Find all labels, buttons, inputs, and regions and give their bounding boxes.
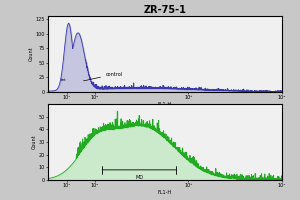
- Text: tet: tet: [61, 78, 67, 82]
- X-axis label: FL1-H: FL1-H: [158, 190, 172, 195]
- Y-axis label: Count: Count: [32, 135, 37, 149]
- Text: MD: MD: [135, 175, 143, 180]
- Text: control: control: [83, 72, 123, 81]
- Text: ZR-75-1: ZR-75-1: [144, 5, 186, 15]
- Y-axis label: Count: Count: [29, 47, 34, 61]
- X-axis label: FL1-H: FL1-H: [158, 102, 172, 107]
